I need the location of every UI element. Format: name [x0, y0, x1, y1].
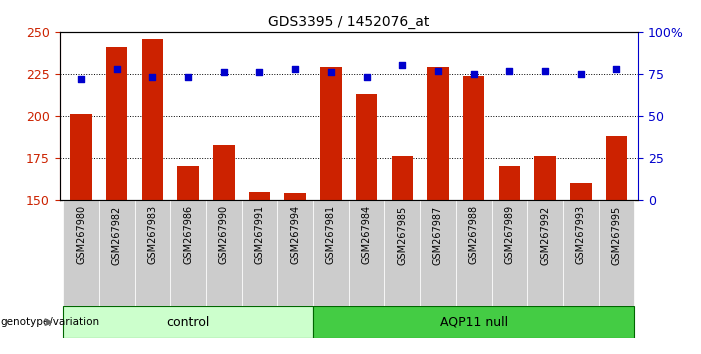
Point	[325, 69, 336, 75]
Bar	[99, 200, 135, 306]
Point	[504, 68, 515, 73]
Text: GSM267982: GSM267982	[111, 205, 122, 264]
Bar	[384, 200, 420, 306]
Bar	[242, 200, 278, 306]
Text: GSM267989: GSM267989	[505, 205, 515, 264]
Text: GSM267991: GSM267991	[254, 205, 264, 264]
Point	[433, 68, 444, 73]
Bar	[177, 166, 199, 200]
Bar	[285, 193, 306, 200]
Bar	[563, 200, 599, 306]
Point	[468, 71, 479, 77]
Bar	[534, 156, 556, 200]
Point	[76, 76, 87, 82]
Bar	[320, 67, 341, 200]
Text: GSM267981: GSM267981	[326, 205, 336, 264]
Bar	[463, 76, 484, 200]
Bar	[527, 200, 563, 306]
Point	[397, 63, 408, 68]
Text: GSM267995: GSM267995	[611, 205, 622, 264]
Bar	[428, 67, 449, 200]
Text: GSM267990: GSM267990	[219, 205, 229, 264]
Text: GSM267980: GSM267980	[76, 205, 86, 264]
Bar	[63, 306, 313, 338]
Bar	[420, 200, 456, 306]
Point	[111, 66, 122, 72]
Bar	[70, 114, 92, 200]
Text: AQP11 null: AQP11 null	[440, 316, 508, 329]
Bar	[456, 200, 491, 306]
Bar	[498, 166, 520, 200]
Bar	[278, 200, 313, 306]
Bar	[170, 200, 206, 306]
Text: control: control	[166, 316, 210, 329]
Bar	[142, 39, 163, 200]
Text: GSM267986: GSM267986	[183, 205, 193, 264]
Bar	[135, 200, 170, 306]
Point	[182, 74, 193, 80]
Bar	[206, 200, 242, 306]
Bar	[349, 200, 384, 306]
Bar	[313, 200, 348, 306]
Bar	[491, 200, 527, 306]
Point	[218, 69, 229, 75]
Text: GSM267988: GSM267988	[469, 205, 479, 264]
Bar	[392, 156, 413, 200]
Bar	[213, 144, 235, 200]
Point	[290, 66, 301, 72]
Title: GDS3395 / 1452076_at: GDS3395 / 1452076_at	[268, 16, 430, 29]
Bar	[313, 306, 634, 338]
Point	[540, 68, 551, 73]
Point	[611, 66, 622, 72]
Bar	[249, 192, 270, 200]
Text: GSM267984: GSM267984	[362, 205, 372, 264]
Bar	[356, 94, 377, 200]
Bar	[63, 200, 99, 306]
Text: GSM267992: GSM267992	[540, 205, 550, 264]
Bar	[106, 47, 128, 200]
Text: GSM267987: GSM267987	[433, 205, 443, 264]
Text: GSM267983: GSM267983	[147, 205, 158, 264]
Point	[361, 74, 372, 80]
Point	[254, 69, 265, 75]
Text: genotype/variation: genotype/variation	[1, 317, 100, 327]
Point	[576, 71, 587, 77]
Text: GSM267985: GSM267985	[397, 205, 407, 264]
Text: GSM267993: GSM267993	[576, 205, 586, 264]
Point	[147, 74, 158, 80]
Bar	[570, 183, 592, 200]
Text: GSM267994: GSM267994	[290, 205, 300, 264]
Bar	[599, 200, 634, 306]
Bar	[606, 136, 627, 200]
